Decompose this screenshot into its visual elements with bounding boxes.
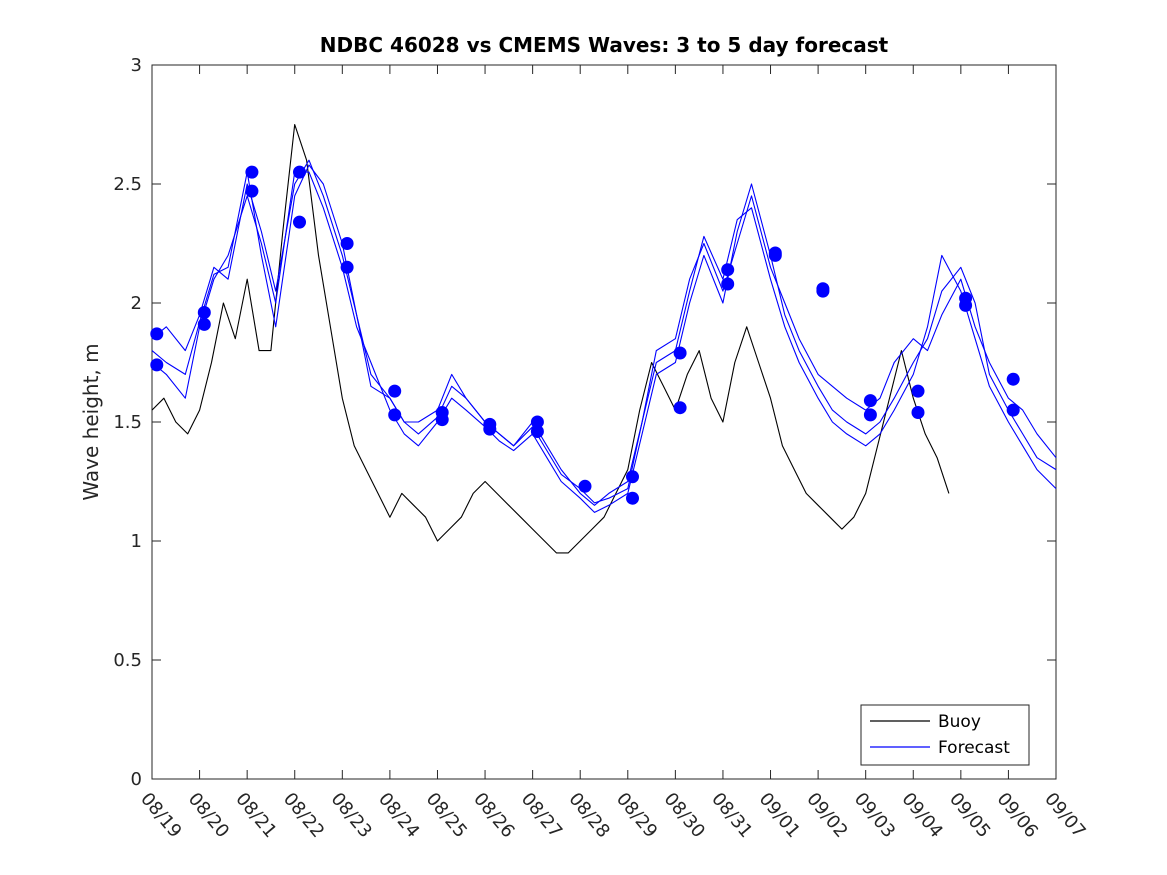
forecast-marker [197,306,211,319]
y-tick-label: 2.5 [113,174,142,195]
x-tick-label: 09/04 [897,789,946,842]
x-tick-label: 09/05 [945,789,994,842]
buoy-series [151,123,950,554]
x-tick-label: 09/02 [802,789,851,842]
y-tick-label: 0.5 [113,650,142,671]
forecast-marker [578,479,592,493]
forecast-marker [435,413,449,427]
forecast-marker [340,260,354,274]
forecast-marker [150,327,164,341]
y-tick-label: 1.5 [113,412,142,433]
legend-forecast-label: Forecast [938,738,1010,758]
plot-frame [151,64,1057,780]
buoy-line [151,123,950,554]
x-tick-label: 08/31 [707,789,756,842]
x-tick-label: 09/03 [850,789,899,842]
forecast-marker [816,284,830,298]
legend-box [860,704,1030,766]
forecast-marker [959,298,973,312]
forecast-marker [721,277,735,291]
forecast-marker [388,408,402,422]
forecast-marker [1006,372,1020,386]
plot-area [151,64,1057,780]
forecast-marker [530,425,544,438]
forecast-marker [626,491,639,505]
forecast-marker [768,248,782,262]
x-tick-label: 08/30 [660,789,709,842]
y-tick-label: 3 [131,55,142,76]
x-tick-label: 08/21 [231,789,280,842]
forecast-marker [911,384,925,398]
chart-title: NDBC 46028 vs CMEMS Waves: 3 to 5 day fo… [320,33,889,57]
forecast-marker [293,215,306,229]
x-tick-label: 09/07 [1040,789,1089,842]
x-tick-label: 08/22 [279,789,328,842]
x-tick-label: 08/23 [326,789,375,842]
forecast-marker [863,394,877,408]
legend: Buoy Forecast [860,704,1030,766]
forecast-marker [626,470,639,484]
x-tick-label: 08/20 [184,789,233,842]
forecast-marker [863,408,877,422]
x-tick-label: 09/01 [755,789,804,842]
x-tick-label: 08/28 [564,789,613,842]
forecast-marker [245,165,259,179]
forecast-marker [673,346,687,360]
forecast-marker [1006,403,1020,417]
y-tick-label: 2 [131,293,142,314]
forecast-marker [245,184,259,198]
x-tick-label: 08/26 [469,789,518,842]
forecast-marker [293,165,306,179]
y-tick-label: 0 [131,769,142,790]
forecast-marker [673,401,687,415]
x-tick-label: 08/27 [517,789,566,842]
forecast-marker [721,263,735,277]
y-tick-label: 1 [131,531,142,552]
forecast-marker [388,384,402,398]
forecast-marker [483,422,497,436]
forecast-marker [530,415,544,429]
x-tick-label: 08/24 [374,789,423,842]
y-axis-label: Wave height, m [79,343,103,500]
forecast-marker [340,237,354,250]
x-tick-label: 08/25 [422,789,471,842]
x-tick-label: 08/19 [136,789,185,842]
forecast-marker [150,358,164,372]
forecast-marker [197,317,211,331]
forecast-markers [150,165,1020,505]
forecast-marker [911,406,925,419]
x-tick-label: 08/29 [612,789,661,842]
forecast-line [151,164,1057,504]
x-tick-label: 09/06 [993,789,1042,842]
legend-buoy-label: Buoy [938,712,981,732]
